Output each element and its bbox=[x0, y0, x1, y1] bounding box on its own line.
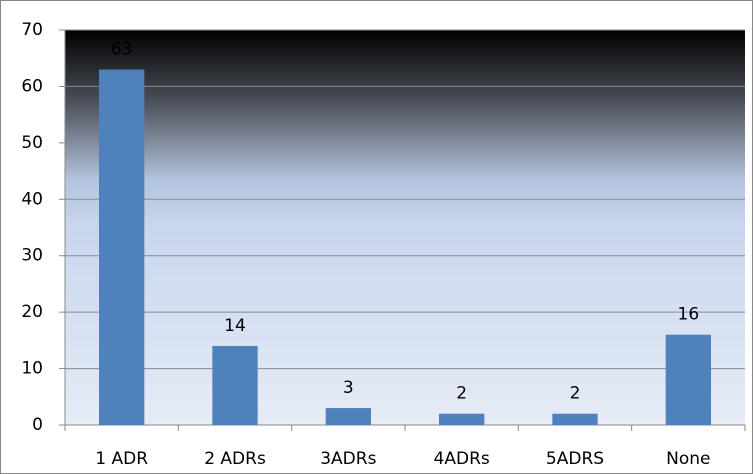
x-tick-label: 5ADRS bbox=[546, 449, 604, 469]
y-tick-label: 50 bbox=[21, 133, 43, 153]
x-tick-label: None bbox=[666, 449, 710, 469]
x-tick-label: 1 ADR bbox=[95, 449, 148, 469]
plot-area bbox=[65, 30, 745, 425]
y-tick-label: 60 bbox=[21, 76, 43, 96]
data-label: 16 bbox=[678, 305, 700, 325]
data-label: 3 bbox=[343, 378, 354, 398]
x-tick-label: 3ADRs bbox=[320, 449, 376, 469]
y-tick-label: 30 bbox=[21, 246, 43, 266]
bar bbox=[325, 408, 371, 425]
x-tick-label: 4ADRs bbox=[434, 449, 490, 469]
bar bbox=[99, 69, 145, 425]
data-label: 2 bbox=[456, 384, 467, 404]
data-label: 2 bbox=[570, 384, 581, 404]
bar bbox=[439, 413, 485, 425]
bar bbox=[212, 346, 258, 425]
bar bbox=[665, 334, 711, 425]
y-tick-label: 70 bbox=[21, 20, 43, 40]
y-tick-label: 0 bbox=[32, 415, 43, 435]
data-label: 63 bbox=[111, 40, 133, 60]
y-tick-label: 40 bbox=[21, 189, 43, 209]
y-tick-label: 10 bbox=[21, 359, 43, 379]
bar bbox=[552, 413, 598, 425]
data-label: 14 bbox=[224, 316, 246, 336]
y-tick-label: 20 bbox=[21, 302, 43, 322]
x-tick-label: 2 ADRs bbox=[204, 449, 266, 469]
